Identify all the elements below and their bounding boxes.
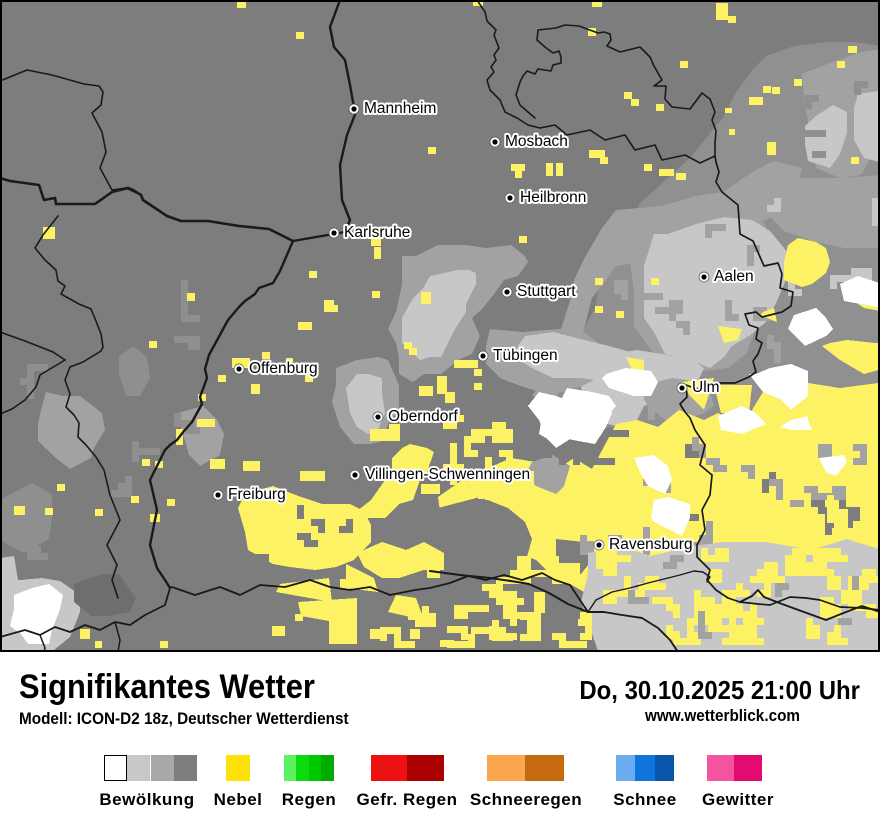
svg-text:Freiburg: Freiburg (228, 486, 286, 503)
svg-text:Karlsruhe: Karlsruhe (344, 224, 410, 241)
svg-text:Mosbach: Mosbach (505, 133, 568, 150)
svg-text:Stuttgart: Stuttgart (517, 283, 576, 300)
svg-text:Offenburg: Offenburg (249, 360, 318, 377)
svg-text:Aalen: Aalen (714, 268, 754, 285)
svg-text:Tübingen: Tübingen (493, 347, 558, 364)
svg-text:Mannheim: Mannheim (364, 100, 436, 117)
svg-text:Ravensburg: Ravensburg (609, 536, 693, 553)
svg-text:Ulm: Ulm (692, 379, 720, 396)
svg-text:Heilbronn: Heilbronn (520, 189, 586, 206)
svg-text:Villingen-Schwenningen: Villingen-Schwenningen (365, 466, 530, 483)
svg-text:Oberndorf: Oberndorf (388, 408, 458, 425)
